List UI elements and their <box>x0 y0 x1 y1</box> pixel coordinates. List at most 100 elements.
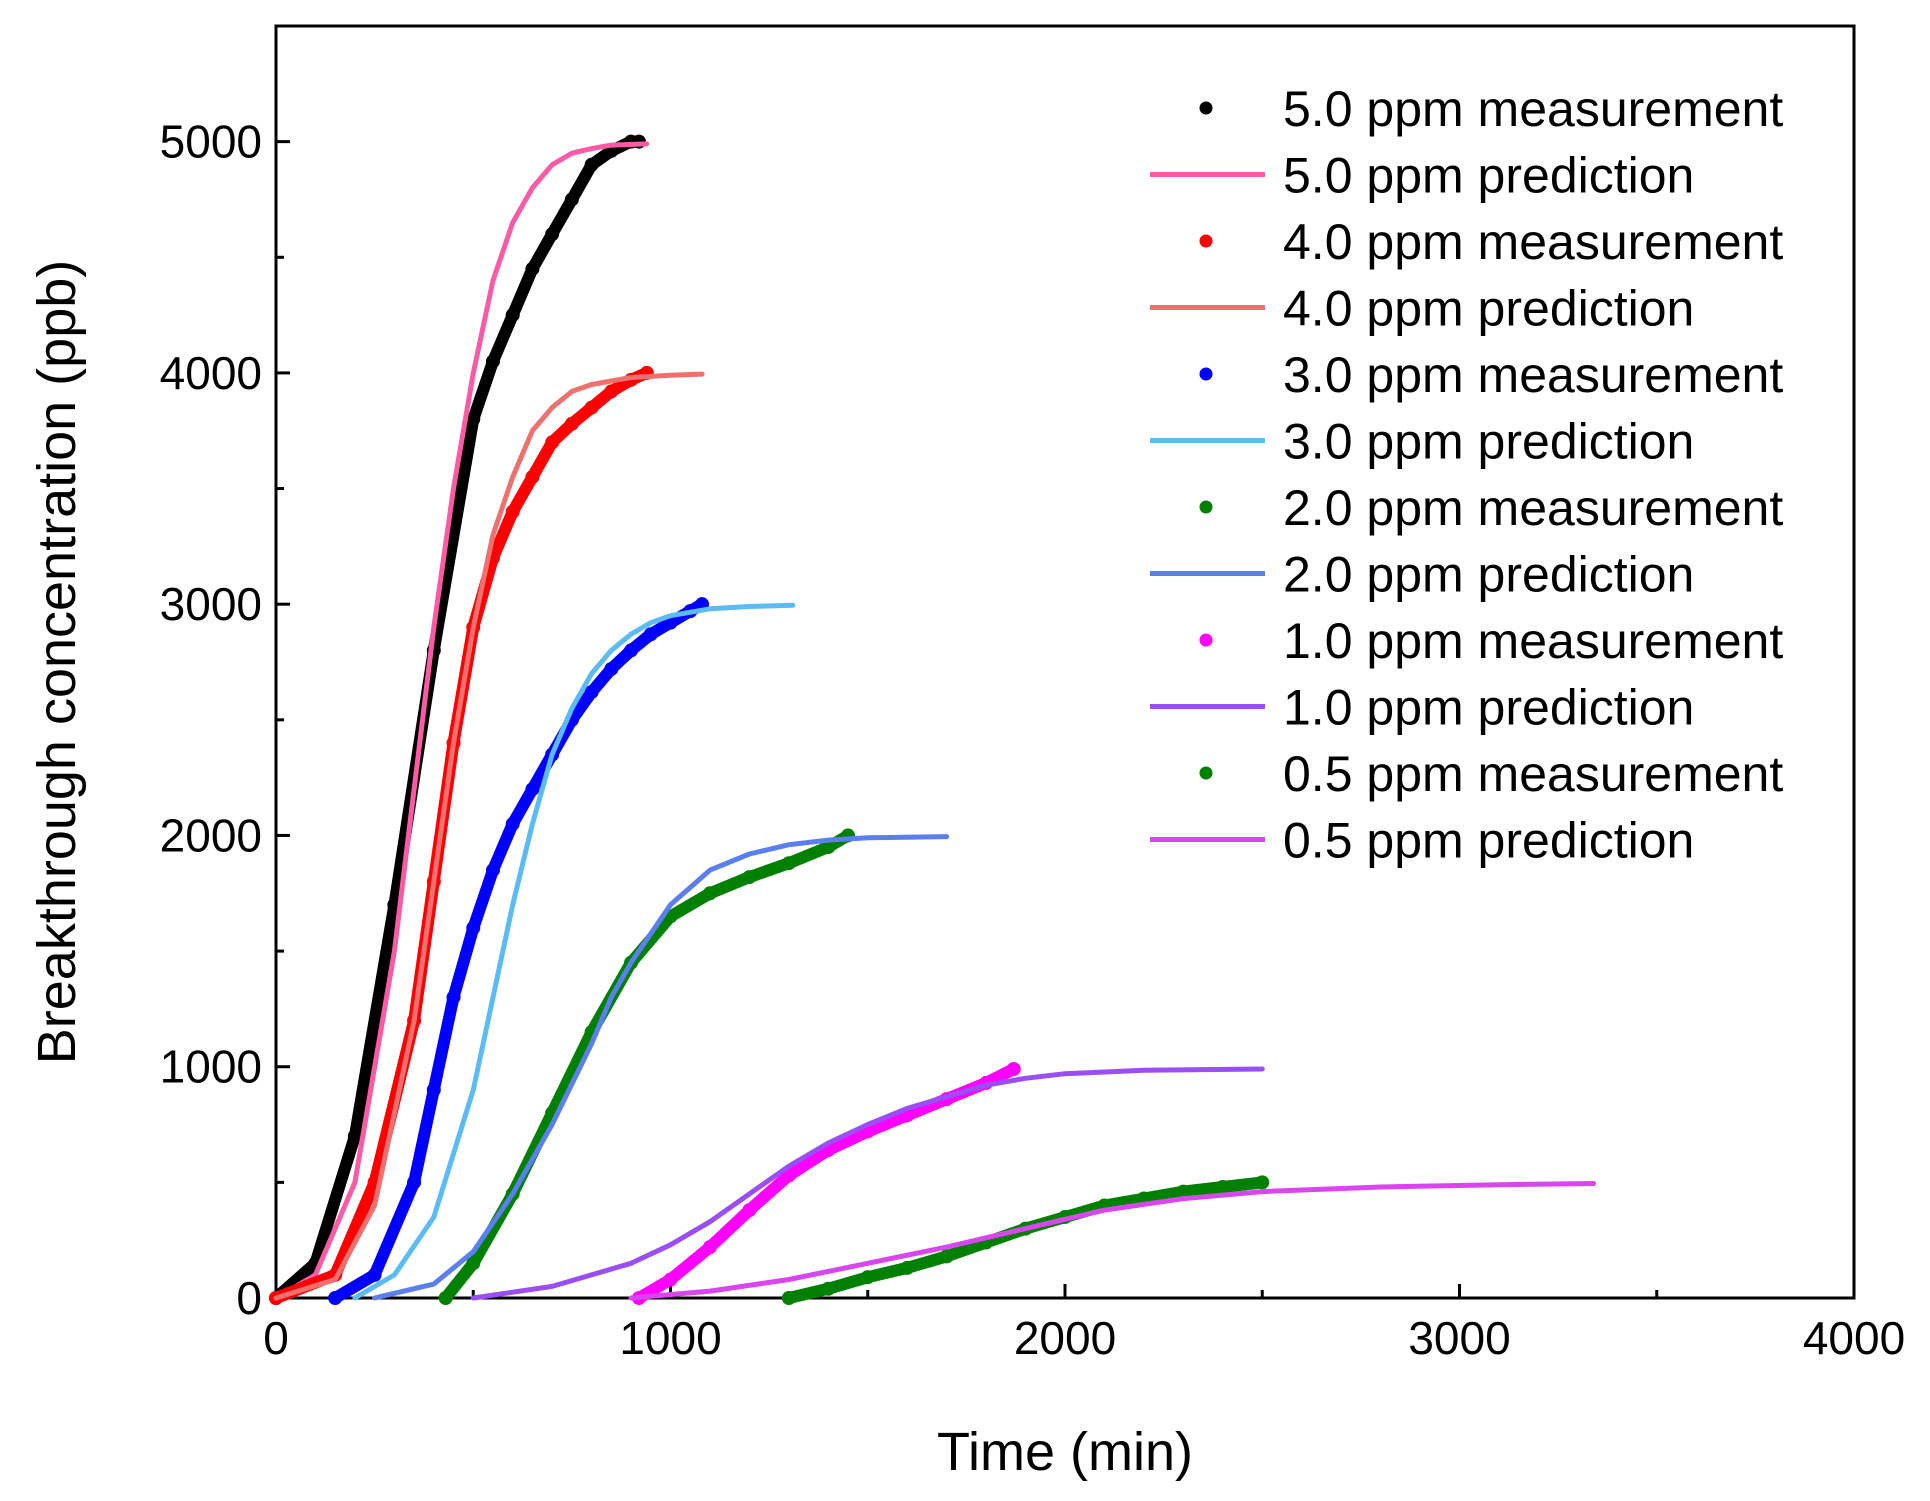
0-5-ppm-measurement-point <box>1215 1179 1230 1194</box>
2-0-ppm-measurement-line <box>439 829 854 1304</box>
3-0-ppm-measurement-point <box>624 643 639 658</box>
legend-label: 1.0 ppm measurement <box>1283 613 1783 669</box>
4-0-ppm-prediction-line <box>273 371 705 1301</box>
5-0-ppm-measurement-point <box>545 227 560 242</box>
legend-entry-2-0-ppm-measurement: 2.0 ppm measurement <box>1199 480 1783 536</box>
0-5-ppm-measurement-series <box>781 1175 1270 1305</box>
3-0-ppm-measurement-point <box>525 782 540 797</box>
legend-label: 0.5 ppm prediction <box>1283 813 1694 869</box>
3-0-ppm-measurement-point <box>407 1175 422 1190</box>
1-0-ppm-measurement-point <box>1006 1062 1021 1077</box>
3-0-ppm-measurement-series <box>328 597 710 1305</box>
5-0-ppm-prediction-line <box>273 141 650 1301</box>
legend-label: 1.0 ppm prediction <box>1283 680 1694 736</box>
x-tick-label: 2000 <box>1014 1312 1116 1364</box>
3-0-ppm-measurement-point <box>446 990 461 1005</box>
legend-entry-1-0-ppm-measurement: 1.0 ppm measurement <box>1199 613 1783 669</box>
4-0-ppm-measurement-point <box>604 384 619 399</box>
0-5-ppm-measurement-point <box>1176 1184 1191 1199</box>
legend-label: 5.0 ppm prediction <box>1283 148 1694 204</box>
4-0-ppm-measurement-point <box>564 416 579 431</box>
2-0-ppm-measurement-point <box>742 870 757 885</box>
y-tick-label: 0 <box>236 1272 262 1324</box>
3-0-ppm-measurement-point <box>505 816 520 831</box>
2-0-ppm-measurement-point <box>781 856 796 871</box>
3-0-ppm-measurement-point <box>584 685 599 700</box>
x-tick-label: 0 <box>263 1312 289 1364</box>
legend-label: 5.0 ppm measurement <box>1283 81 1783 137</box>
0-5-ppm-measurement-point <box>1255 1175 1270 1190</box>
5-0-ppm-prediction-series <box>273 141 650 1301</box>
2-0-ppm-measurement-series <box>438 828 856 1305</box>
5-0-ppm-measurement-point <box>525 261 540 276</box>
0-5-ppm-measurement-point <box>900 1260 915 1275</box>
legend-label: 2.0 ppm prediction <box>1283 547 1694 603</box>
x-tick-label: 1000 <box>619 1312 721 1364</box>
y-axis-title: Breakthrough concentration (ppb) <box>27 260 87 1065</box>
3-0-ppm-prediction-series <box>352 602 796 1301</box>
1-0-ppm-prediction-series <box>470 1066 1265 1301</box>
1-0-ppm-prediction-line <box>470 1066 1265 1301</box>
legend: 5.0 ppm measurement 5.0 ppm prediction 4.0… <box>1150 81 1783 869</box>
legend-marker <box>1199 101 1213 115</box>
1-0-ppm-measurement-point <box>742 1203 757 1218</box>
legend-marker <box>1199 633 1213 647</box>
1-0-ppm-measurement-point <box>702 1240 717 1255</box>
legend-marker <box>1199 500 1213 514</box>
series-layer <box>269 134 1597 1305</box>
5-0-ppm-measurement-point <box>564 192 579 207</box>
legend-marker <box>1199 367 1213 381</box>
5-0-ppm-measurement-point <box>505 308 520 323</box>
legend-entry-0-5-ppm-prediction: 0.5 ppm prediction <box>1150 813 1694 869</box>
4-0-ppm-measurement-point <box>525 469 540 484</box>
4-0-ppm-prediction-series <box>273 371 705 1301</box>
legend-entry-5-0-ppm-measurement: 5.0 ppm measurement <box>1199 81 1783 137</box>
3-0-ppm-measurement-point <box>643 627 658 642</box>
3-0-ppm-measurement-point <box>426 1082 441 1097</box>
legend-entry-3-0-ppm-measurement: 3.0 ppm measurement <box>1199 347 1783 403</box>
0-5-ppm-measurement-point <box>860 1270 875 1285</box>
legend-marker <box>1199 766 1213 780</box>
legend-label: 2.0 ppm measurement <box>1283 480 1783 536</box>
x-tick-label: 3000 <box>1408 1312 1510 1364</box>
y-tick-label: 1000 <box>160 1041 262 1093</box>
legend-label: 4.0 ppm measurement <box>1283 214 1783 270</box>
3-0-ppm-measurement-point <box>367 1267 382 1282</box>
x-axis: 0 1000 2000 3000 4000 <box>263 1284 1905 1364</box>
3-0-ppm-measurement-point <box>328 1291 343 1305</box>
2-0-ppm-measurement-point <box>466 1256 481 1271</box>
5-0-ppm-measurement-point <box>584 157 599 172</box>
legend-entry-4-0-ppm-prediction: 4.0 ppm prediction <box>1150 281 1694 337</box>
legend-label: 4.0 ppm prediction <box>1283 281 1694 337</box>
1-0-ppm-measurement-point <box>663 1272 678 1287</box>
0-5-ppm-measurement-point <box>939 1249 954 1264</box>
y-tick-label: 2000 <box>160 809 262 861</box>
legend-entry-3-0-ppm-prediction: 3.0 ppm prediction <box>1150 414 1694 470</box>
1-0-ppm-measurement-line <box>632 1063 1020 1304</box>
0-5-ppm-prediction-series <box>628 1181 1597 1301</box>
legend-entry-2-0-ppm-prediction: 2.0 ppm prediction <box>1150 547 1694 603</box>
4-0-ppm-measurement-point <box>584 400 599 415</box>
3-0-ppm-measurement-point <box>466 920 481 935</box>
2-0-ppm-measurement-point <box>821 840 836 855</box>
legend-label: 3.0 ppm prediction <box>1283 414 1694 470</box>
y-tick-label: 5000 <box>160 116 262 168</box>
5-0-ppm-measurement-point <box>466 412 481 427</box>
y-axis: 0 1000 2000 3000 4000 5000 <box>160 116 290 1324</box>
legend-label: 0.5 ppm measurement <box>1283 746 1783 802</box>
legend-entry-4-0-ppm-measurement: 4.0 ppm measurement <box>1199 214 1783 270</box>
2-0-ppm-prediction-series <box>372 834 950 1301</box>
y-tick-label: 3000 <box>160 578 262 630</box>
legend-entry-5-0-ppm-prediction: 5.0 ppm prediction <box>1150 148 1694 204</box>
2-0-ppm-prediction-line <box>372 834 950 1301</box>
x-axis-title: Time (min) <box>937 1422 1193 1482</box>
x-tick-label: 4000 <box>1803 1312 1905 1364</box>
5-0-ppm-measurement-point <box>485 354 500 369</box>
3-0-ppm-measurement-point <box>604 661 619 676</box>
5-0-ppm-measurement-point <box>347 1129 362 1144</box>
legend-entry-0-5-ppm-measurement: 0.5 ppm measurement <box>1199 746 1783 802</box>
2-0-ppm-measurement-point <box>438 1291 453 1305</box>
0-5-ppm-prediction-line <box>628 1181 1597 1301</box>
3-0-ppm-measurement-point <box>485 863 500 878</box>
